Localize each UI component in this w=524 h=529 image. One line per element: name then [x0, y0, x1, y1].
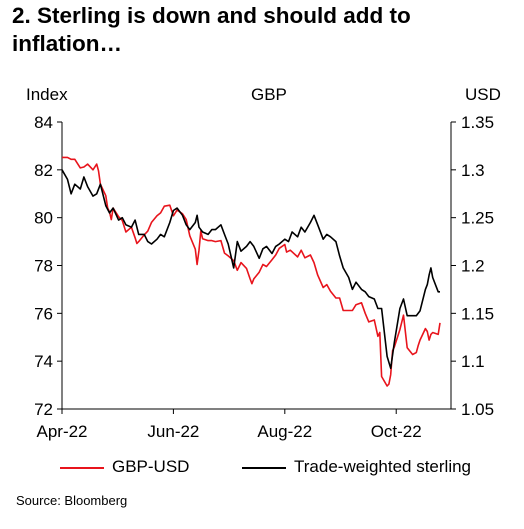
- right-tick-label: 1.1: [461, 352, 485, 371]
- legend-swatch-trade-weighted-sterling: [242, 466, 286, 469]
- left-tick-label: 80: [34, 209, 53, 228]
- right-tick-label: 1.25: [461, 209, 494, 228]
- right-tick-label: 1.2: [461, 257, 485, 276]
- x-tick-label: Apr-22: [36, 422, 87, 441]
- left-tick-label: 72: [34, 400, 53, 419]
- left-tick-label: 78: [34, 257, 53, 276]
- left-tick-label: 82: [34, 161, 53, 180]
- legend-label-gbp-usd: GBP-USD: [112, 457, 190, 476]
- series-line-trade-weighted-sterling: [61, 169, 440, 370]
- series-line-gbp-usd: [62, 156, 441, 387]
- source-note: Source: Bloomberg: [16, 493, 128, 508]
- right-tick-label: 1.3: [461, 161, 485, 180]
- legend-item-trade-weighted-sterling: Trade-weighted sterling: [242, 457, 471, 477]
- left-axis-label: Index: [26, 85, 68, 104]
- legend-item-gbp-usd: GBP-USD: [60, 457, 189, 477]
- chart-title: 2. Sterling is down and should add to in…: [12, 3, 411, 56]
- legend-swatch-gbp-usd: [60, 466, 104, 469]
- right-tick-label: 1.05: [461, 400, 494, 419]
- left-tick-label: 84: [34, 113, 53, 132]
- right-tick-label: 1.15: [461, 304, 494, 323]
- left-tick-label: 74: [34, 352, 53, 371]
- left-tick-label: 76: [34, 304, 53, 323]
- legend-label-trade-weighted-sterling: Trade-weighted sterling: [294, 457, 472, 476]
- x-tick-label: Oct-22: [371, 422, 422, 441]
- x-tick-label: Aug-22: [257, 422, 312, 441]
- chart-subject-label: GBP: [251, 85, 287, 104]
- right-tick-label: 1.35: [461, 113, 494, 132]
- x-tick-label: Jun-22: [147, 422, 199, 441]
- right-axis-label: USD: [465, 85, 501, 104]
